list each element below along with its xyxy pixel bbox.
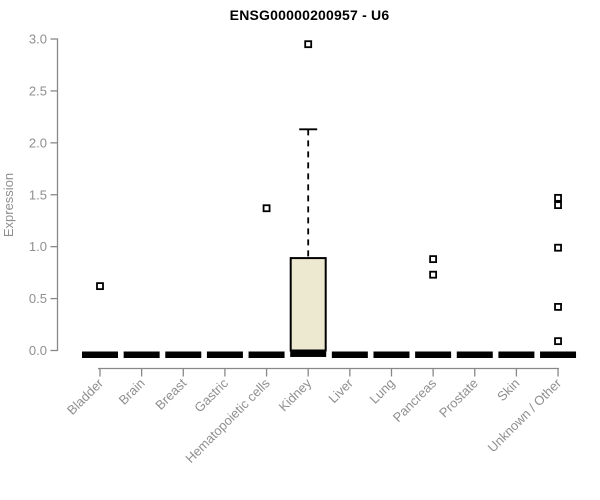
y-tick-label: 2.5: [29, 83, 47, 98]
outlier-point: [96, 282, 104, 291]
x-tick-label: Bladder: [64, 375, 107, 418]
outlier-point: [554, 243, 562, 252]
x-tick-label: Prostate: [436, 376, 481, 421]
outlier-point: [554, 302, 562, 311]
collapsed-box-median: [165, 351, 202, 358]
x-tick-label: Kidney: [276, 375, 315, 414]
x-tick-label: Pancreas: [390, 375, 440, 425]
collapsed-box-median: [498, 351, 535, 358]
x-tick-label: Unknown / Other: [485, 375, 565, 455]
x-tick-label: Brain: [116, 376, 148, 408]
outlier-point: [554, 337, 562, 346]
collapsed-box-median: [248, 351, 285, 358]
x-tick-label: Lung: [367, 376, 398, 407]
x-tick-label: Gastric: [191, 375, 231, 415]
collapsed-box-median: [415, 351, 452, 358]
x-tick-label: Skin: [494, 376, 522, 404]
y-tick-label: 3.0: [29, 32, 47, 47]
x-tick-label: Liver: [325, 375, 356, 406]
outlier-point: [554, 201, 562, 210]
collapsed-box-median: [540, 351, 577, 358]
collapsed-box-median: [331, 351, 368, 358]
collapsed-box-median: [456, 351, 493, 358]
outlier-point: [304, 40, 313, 49]
y-tick-label: 0.0: [29, 343, 47, 358]
collapsed-box-median: [82, 351, 118, 358]
box: [289, 257, 327, 352]
collapsed-box-median: [206, 351, 243, 358]
y-tick-label: 2.0: [29, 135, 47, 150]
chart-title: ENSG00000200957 - U6: [229, 7, 390, 23]
box-median: [290, 350, 327, 357]
y-tick-label: 1.0: [29, 239, 47, 254]
collapsed-box-median: [373, 351, 410, 358]
collapsed-box-median: [123, 351, 160, 358]
outlier-point: [429, 270, 438, 279]
outlier-point: [554, 193, 562, 202]
y-tick-label: 1.5: [29, 187, 47, 202]
outlier-point: [262, 204, 271, 213]
outlier-point: [429, 255, 438, 264]
y-tick-label: 0.5: [29, 291, 47, 306]
x-tick-label: Breast: [152, 375, 189, 412]
